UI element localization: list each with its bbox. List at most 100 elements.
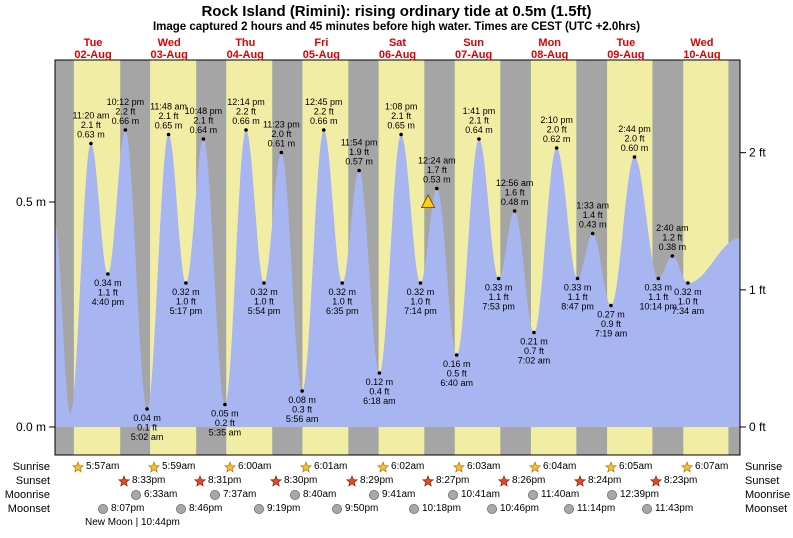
sunrise-entry: 5:59am [148,461,195,473]
moonrise-entry: 9:41am [368,489,415,501]
tide-point-label: 2.0 ft [271,129,292,139]
tide-point-dot [340,281,345,285]
tide-point-label: 1:41 pm [463,106,496,116]
moonrise-time: 7:37am [223,489,257,500]
sunrise-entry: 6:00am [224,461,271,473]
tide-point-label: 6:40 am [440,378,473,388]
tide-point-label: 2:44 pm [618,124,651,134]
moonrise-time: 10:41am [461,489,500,500]
moonset-entry: 8:46pm [175,503,222,515]
tide-point-label: 0.53 m [423,175,451,185]
moonrise-entry: 11:40am [527,489,579,501]
tide-point-dot [184,281,188,285]
tide-point-dot [244,128,248,132]
y-axis-label-left: 0.5 m [16,195,46,209]
tide-point-label: 11:48 am [150,102,187,112]
tide-point-label: 12:56 am [496,178,534,188]
sunset-time: 8:31pm [208,475,242,486]
tide-point-label: 1:33 am [576,201,609,211]
sunset-icon [422,475,434,487]
tide-point-label: 10:48 pm [185,106,223,116]
moonset-time: 8:07pm [111,503,145,514]
tide-point-dot [670,254,675,258]
tide-point-label: 1.7 ft [427,165,448,175]
tide-point-label: 0.32 m [329,287,357,297]
tide-point-label: 1.0 ft [410,297,431,307]
tide-point-label: 0.62 m [543,134,571,144]
sunrise-entry: 6:01am [300,461,347,473]
moonrise-time: 12:39pm [620,489,659,500]
moonrise-entry: 6:33am [130,489,177,501]
sunset-entry: 8:23pm [650,475,697,487]
tide-point-label: 0.4 ft [369,387,390,397]
tide-point-label: 0.2 ft [215,418,236,428]
day-label-date: 05-Aug [303,49,340,61]
sunrise-entry: 6:02am [377,461,424,473]
tide-point-dot [89,141,93,146]
tide-point-label: 0.61 m [268,139,296,149]
moonrise-time: 8:40am [303,489,337,500]
tide-point-dot [554,146,559,150]
sunrise-time: 5:57am [86,461,120,472]
sunrise-entry: 5:57am [72,461,119,473]
tide-point-label: 0.66 m [112,116,140,126]
sunset-time: 8:30pm [284,475,318,486]
tide-point-label: 0.64 m [465,125,493,135]
moonset-entry: 8:07pm [97,503,144,515]
tide-point-label: 0.60 m [621,143,649,153]
sunrise-icon [529,461,541,473]
tide-point-label: 0.57 m [345,157,373,167]
moonset-time: 11:14pm [577,503,616,514]
moonset-entry: 10:46pm [486,503,539,515]
tide-point-label: 0.04 m [133,413,161,423]
tide-point-dot [656,276,661,281]
moonset-time: 11:43pm [655,503,694,514]
sunrise-entry: 6:03am [453,461,500,473]
sunset-entry: 8:26pm [498,475,545,487]
day-label-date: 07-Aug [455,49,492,61]
tide-point-label: 2.1 ft [81,120,102,130]
tide-point-label: 0.3 ft [292,405,313,415]
tide-point-label: 5:54 pm [248,306,281,316]
moonrise-entry: 12:39pm [606,489,659,501]
sunset-icon [194,475,206,487]
sunset-icon [270,475,282,487]
sunset-entry: 8:27pm [422,475,469,487]
tide-point-label: 0.12 m [366,377,394,387]
sunset-time: 8:33pm [132,475,166,486]
sunrise-icon [300,461,312,473]
tide-point-label: 0.38 m [659,242,687,252]
sunrise-entry: 6:05am [605,461,652,473]
tide-point-label: 10:14 pm [640,302,678,312]
sunrise-time: 6:03am [467,461,501,472]
sunset-entry: 8:29pm [346,475,393,487]
y-axis-label-right: 0 ft [749,420,766,434]
tide-point-label: 2.0 ft [624,134,645,144]
day-label-date: 09-Aug [607,49,644,61]
moonrise-entry: 7:37am [209,489,256,501]
tide-point-dot [123,128,128,132]
tide-point-dot [418,281,423,285]
tide-point-dot [377,371,382,375]
new-moon-label: New Moon | 10:44pm [85,517,180,528]
tide-point-label: 0.66 m [310,116,338,126]
chart-title: Rock Island (Rimini): rising ordinary ti… [201,3,592,20]
sunrise-row-label-left: Sunrise [12,461,50,473]
tide-point-label: 1.1 ft [648,292,669,302]
tide-point-dot [435,186,439,191]
tide-point-label: 0.21 m [520,337,548,347]
day-label-dow: Thu [235,37,255,49]
tide-point-label: 8:47 pm [561,302,594,312]
tide-point-dot [575,276,580,281]
moonset-row-label-right: Moonset [745,503,788,515]
tide-point-label: 2.2 ft [236,107,257,117]
sunrise-time: 6:07am [695,461,729,472]
moonrise-icon [369,490,379,500]
day-label-date: 03-Aug [151,49,188,61]
tide-point-label: 0.05 m [211,409,239,419]
tide-point-label: 0.43 m [579,220,607,230]
moonrise-row-label-right: Moonrise [745,489,791,501]
tide-point-label: 11:54 pm [341,138,378,148]
